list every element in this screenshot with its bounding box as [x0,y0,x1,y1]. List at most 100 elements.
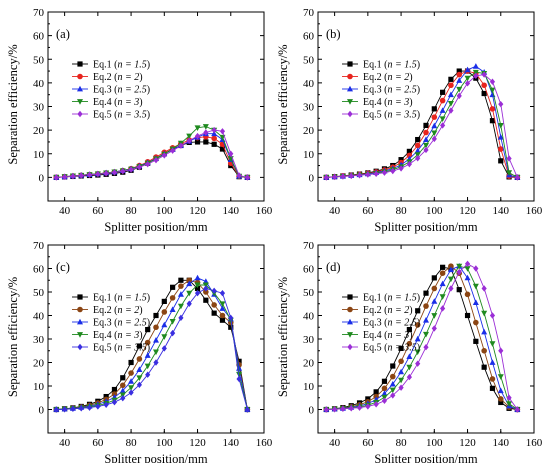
data-point [340,405,346,412]
y-tick-label: 0 [39,172,45,184]
x-tick-label: 160 [256,437,273,449]
data-point [447,276,454,283]
series-line [326,265,518,410]
y-axis-title: Separation efficiency/% [276,277,290,397]
x-axis-title: Splitter position/mm [374,220,477,234]
data-point [406,148,412,154]
data-point [381,378,388,384]
x-tick-label: 140 [223,437,240,449]
data-point [86,171,93,178]
data-point [145,160,151,168]
legend-label: Eq.5 (n = 3.5) [363,343,420,354]
data-point [128,389,134,396]
data-point [203,139,209,145]
data-point [440,264,446,270]
data-point [186,280,193,287]
data-point [153,359,159,366]
data-point [497,146,504,152]
data-point [389,373,396,380]
data-point [219,301,226,307]
data-point [62,173,68,181]
data-point [415,360,421,367]
data-point [506,155,512,162]
data-point [120,395,126,402]
data-point [423,344,429,351]
data-point [323,174,329,181]
series-4 [53,124,251,181]
data-point [211,310,217,316]
legend-entry: Eq.3 (n = 2.5) [342,318,420,329]
data-point [489,87,496,94]
legend-marker [77,318,83,325]
data-point [448,263,454,269]
x-tick-label: 40 [329,437,341,449]
data-point [194,285,201,292]
data-point [119,382,126,389]
data-point [128,385,135,391]
data-point [456,68,462,74]
series-line [56,133,248,178]
data-point [219,317,226,323]
data-point [489,359,496,365]
data-point [53,406,59,413]
data-point [497,374,504,380]
data-point [448,285,454,292]
data-point [398,377,405,384]
y-tick-label: 10 [33,149,45,161]
y-tick-label: 40 [33,311,45,323]
data-point [406,373,412,381]
legend-entry: Eq.5 (n = 3.5) [72,110,150,121]
series-line [326,266,518,410]
legend-entry: Eq.2 (n = 2) [72,305,143,316]
data-point [456,86,463,93]
data-point [373,170,379,178]
legend-entry: Eq.3 (n = 2.5) [342,85,420,96]
x-tick-label: 40 [59,437,71,449]
data-point [111,386,118,393]
data-point [103,170,109,177]
legend-marker [347,306,353,313]
legend-marker [77,332,83,338]
data-point [373,401,379,408]
legend-label: Eq.2 (n = 2) [363,305,413,316]
legend: Eq.1 (n = 1.5)Eq.2 (n = 2) Eq.3 (n = 2.5)… [342,293,420,354]
data-point [414,142,421,149]
data-point [136,164,142,171]
data-point [153,336,159,343]
data-point [211,302,217,308]
legend-entry: Eq.4 (n = 3) [342,97,413,108]
data-point [431,313,438,319]
data-point [423,142,429,149]
data-point [456,268,462,276]
series-5 [53,285,250,413]
data-point [194,125,201,131]
chart-panel-4: 40 60 80 100 120 140 160 0 10 20 30 40 50 60 70 Splitte… [276,240,543,466]
data-point [440,89,446,95]
data-point [464,266,471,272]
y-axis-title: Separation efficiency/% [276,44,290,164]
data-point [481,285,487,292]
data-point [161,321,168,328]
legend-label: Eq.4 (n = 3) [93,330,143,341]
chart-panel-2: 40 60 80 100 120 140 160 0 10 20 30 40 50 60 70 Splitte… [276,7,543,234]
data-point [348,405,354,412]
data-point [423,290,429,296]
data-point [447,91,454,98]
y-tick-label: 60 [303,31,315,43]
data-point [389,380,396,387]
data-point [448,76,454,82]
series-line [56,288,248,410]
y-tick-label: 30 [303,102,315,114]
panel-label: (d) [326,260,341,274]
data-point [219,289,226,297]
x-axis-title: Splitter position/mm [104,452,207,463]
legend-entry: Eq.2 (n = 2) [342,72,413,83]
x-tick-label: 120 [189,437,206,449]
legend-marker [347,110,353,118]
data-point [464,291,471,298]
data-point [481,90,487,97]
data-point [431,298,438,304]
data-point [194,139,201,145]
data-point [406,364,413,371]
data-point [456,71,463,78]
